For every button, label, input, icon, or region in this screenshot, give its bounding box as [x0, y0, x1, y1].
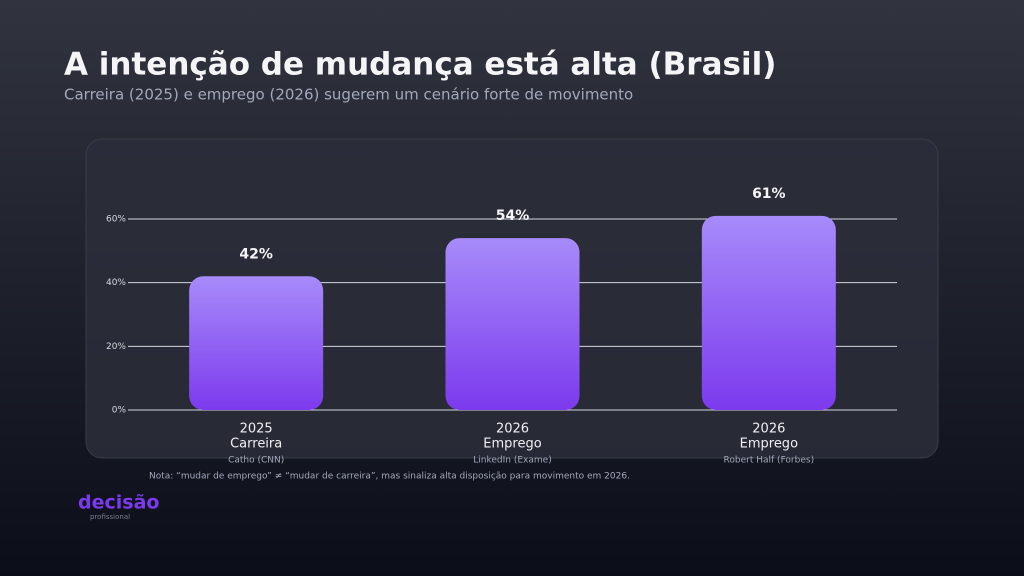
note: Nota: “mudar de emprego” ≠ “mudar de car… — [149, 472, 630, 482]
brand-name: decisão — [78, 492, 159, 514]
value-label: 61% — [752, 186, 786, 202]
source-label: Robert Half (Forbes) — [724, 456, 815, 466]
source-label: Catho (CNN) — [228, 456, 284, 466]
x-tick-label: 2025 — [240, 422, 273, 437]
bar — [189, 276, 324, 410]
title: A intenção de mudança está alta (Brasil) — [64, 47, 776, 83]
brand-tagline: profissional — [90, 513, 130, 521]
y-tick-label: 40% — [106, 278, 126, 288]
x-subcategory-label: Emprego — [740, 437, 798, 452]
y-tick-label: 60% — [106, 215, 126, 225]
x-tick-label: 2026 — [496, 422, 529, 437]
value-label: 42% — [239, 246, 273, 262]
x-subcategory-label: Emprego — [483, 437, 541, 452]
bar — [445, 238, 580, 410]
source-label: LinkedIn (Exame) — [473, 456, 551, 466]
x-subcategory-label: Carreira — [230, 437, 282, 452]
y-tick-label: 20% — [106, 342, 126, 352]
x-tick-label: 2026 — [752, 422, 785, 437]
value-label: 54% — [496, 208, 530, 224]
subtitle: Carreira (2025) e emprego (2026) sugerem… — [64, 86, 633, 104]
bar — [701, 215, 836, 410]
y-tick-label: 0% — [112, 406, 127, 416]
